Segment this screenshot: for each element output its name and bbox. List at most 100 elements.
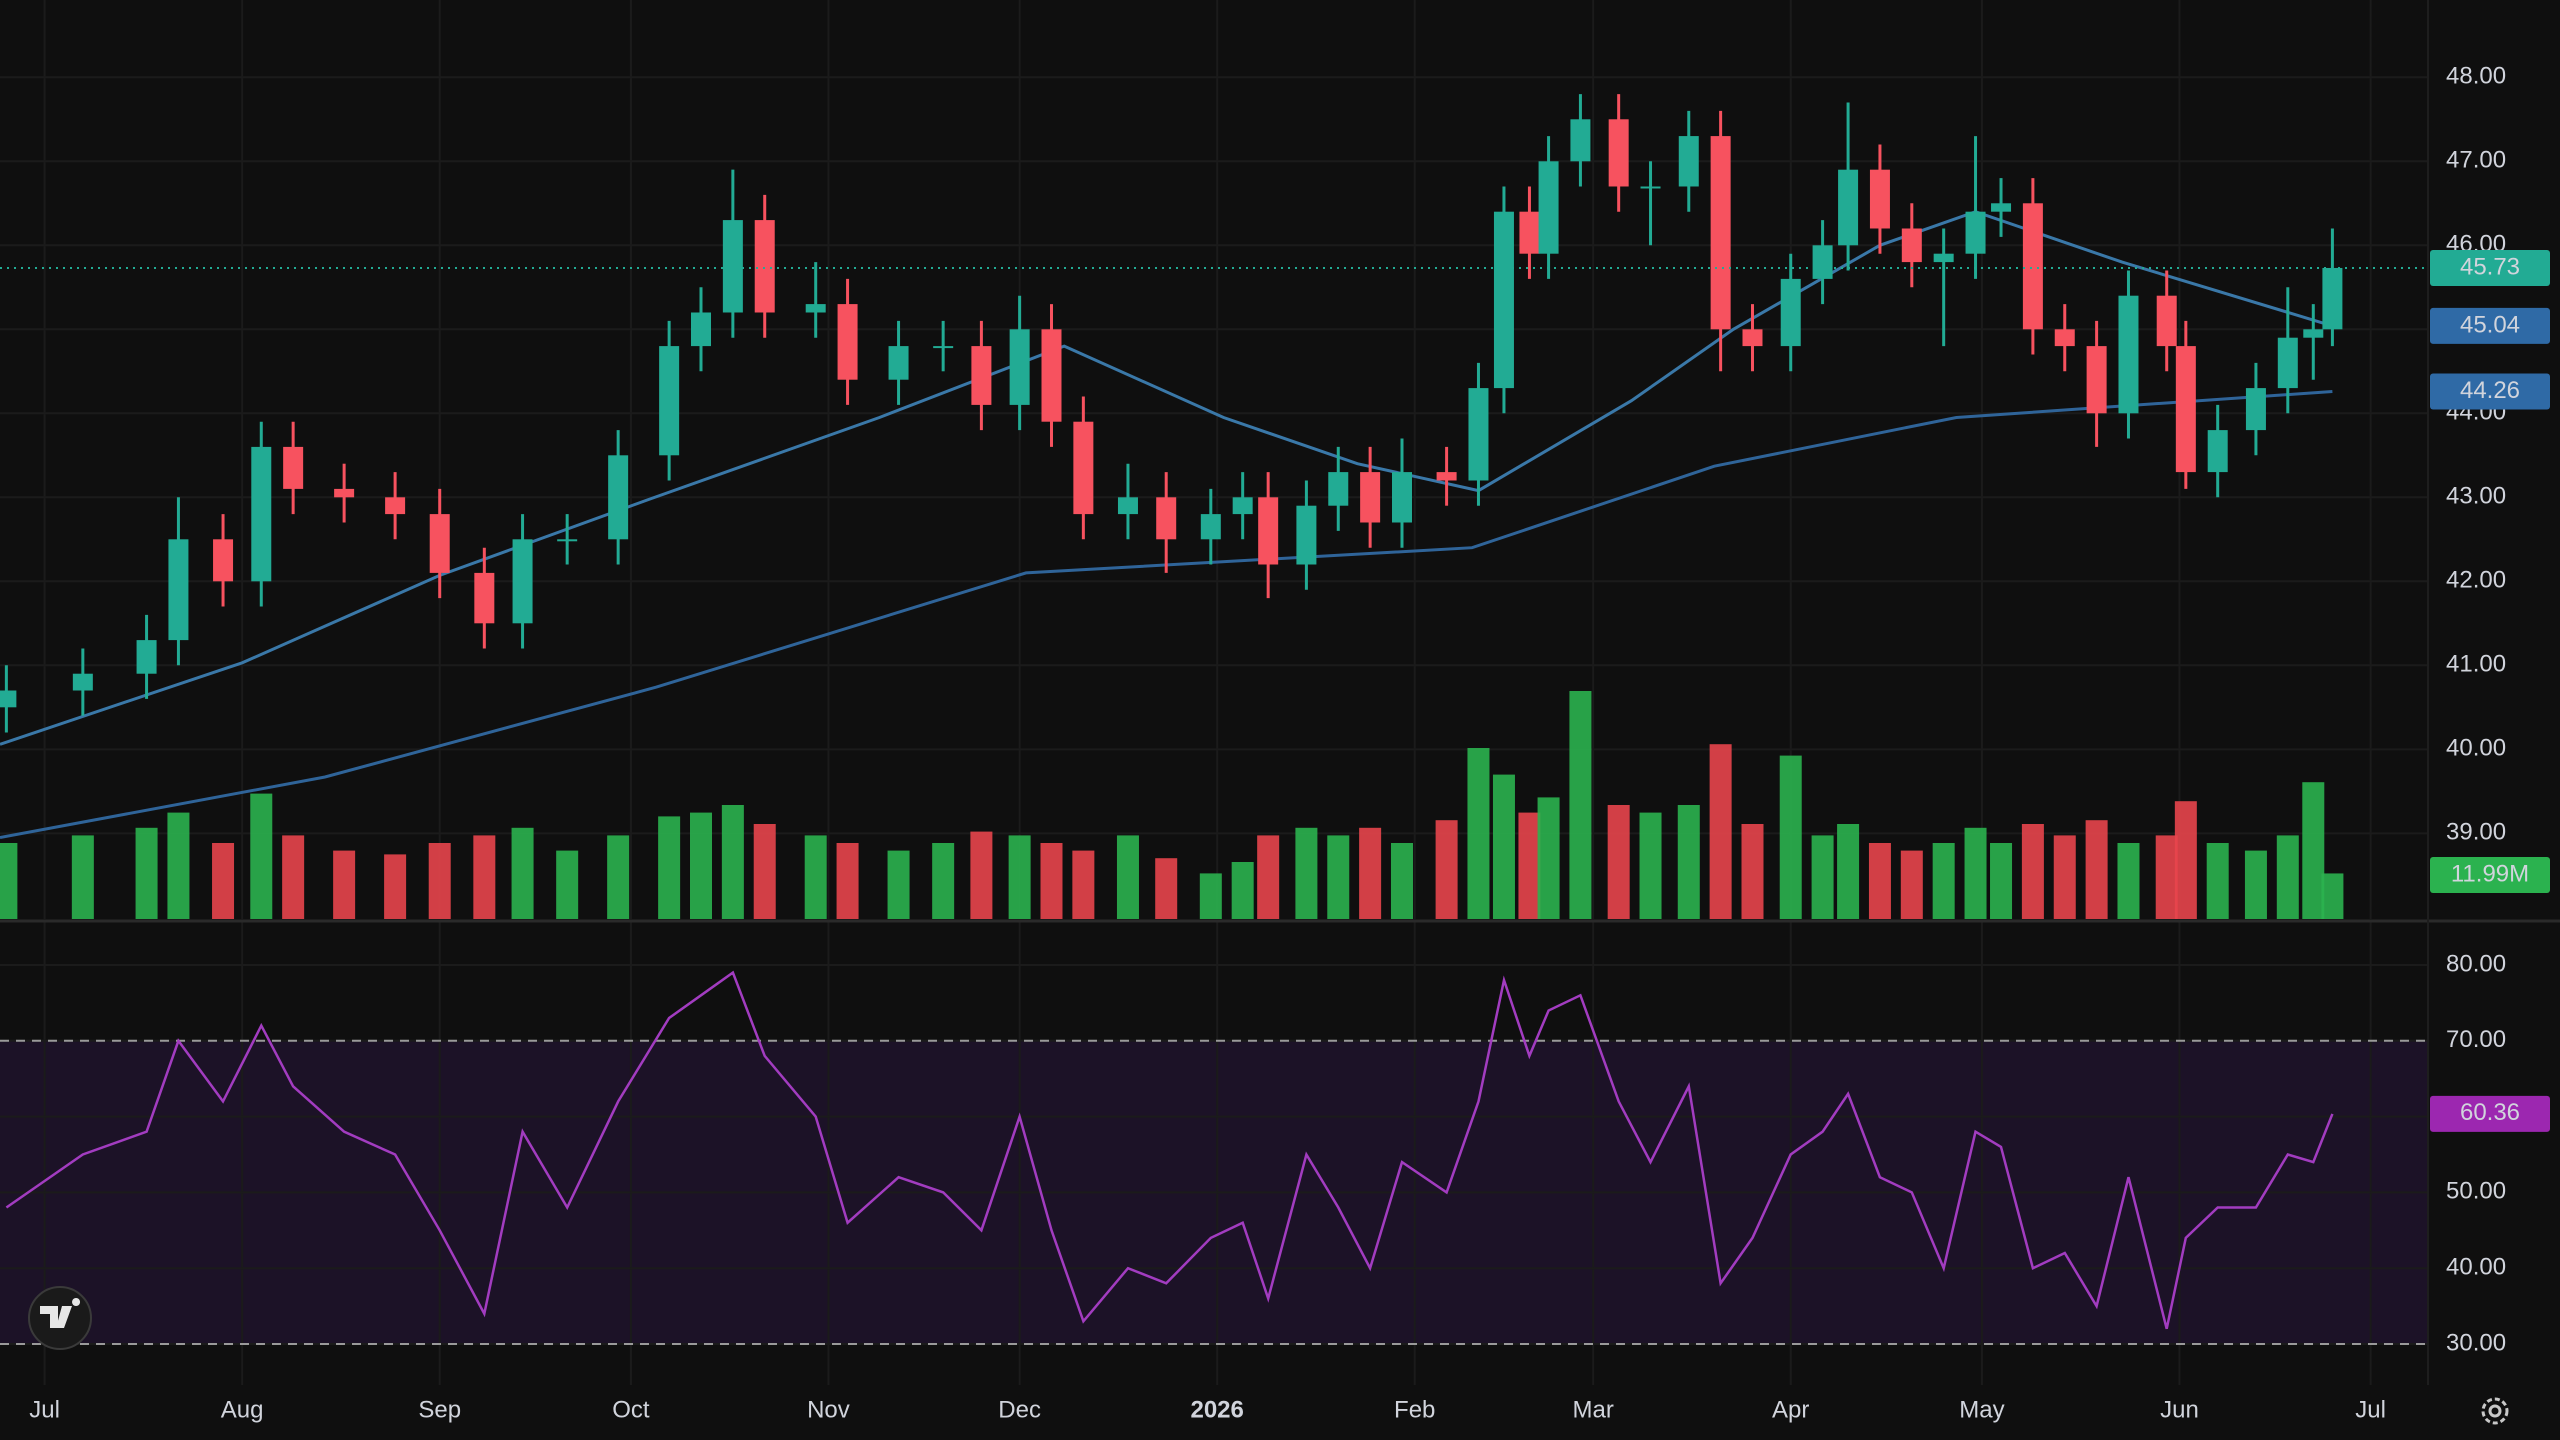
candle-body [2245,388,2266,431]
moving-average-line [0,390,2333,839]
candle-body [971,346,992,405]
volume-bar [2155,835,2178,919]
volume-bar [1390,843,1413,919]
volume-bar [753,824,776,919]
candle-body [1328,472,1349,506]
candle-body [1991,203,2012,212]
volume-bar [1932,843,1955,919]
volume-bar [1040,843,1063,919]
volume-bar [1569,691,1592,919]
volume-bar [2085,820,2108,919]
candle-body [1296,505,1317,565]
y-tick-label: 40.00 [2446,735,2506,762]
moving-average-tag-bg [2430,373,2550,410]
candle-body [557,539,578,542]
candle-body [283,446,304,489]
candle-body [690,312,711,347]
volume-bar [2053,835,2076,919]
x-tick-label: Apr [1772,1396,1809,1423]
volume-bar [384,854,407,919]
candle-body [429,514,450,573]
candle-body [1838,169,1859,246]
candle-body [1009,329,1030,405]
candle-body [1232,497,1253,515]
volume-bar [1900,850,1923,919]
volume-bar [135,827,158,919]
volume-bar [1709,744,1732,919]
volume-bar [721,805,744,919]
rsi-tick-label: 80.00 [2446,950,2506,977]
tradingview-logo[interactable] [28,1286,92,1350]
volume-bar [1607,805,1630,919]
candle-body [385,497,406,515]
volume-bar [1008,835,1031,919]
rsi-tick-label: 40.00 [2446,1254,2506,1281]
moving-average-tag-bg [2430,307,2550,344]
volume-bar [333,850,356,919]
volume-bar [804,835,827,919]
volume-bar [1964,827,1987,919]
candle-body [1258,497,1279,565]
volume-bar [2321,873,2344,919]
x-tick-label: Sep [418,1396,461,1423]
volume-bar [1467,748,1490,919]
candle-body [1869,169,1890,229]
volume-bar [1155,858,1178,919]
candle-body [1678,136,1699,187]
candle-body [0,690,17,708]
candle-body [213,539,234,582]
x-tick-label: Jul [2355,1396,2386,1423]
x-tick-label: Nov [807,1396,850,1423]
candle-body [2303,329,2324,338]
candle-body [837,304,858,380]
x-tick-label: Jun [2160,1396,2199,1423]
volume-bar [932,843,955,919]
volume-bar [1677,805,1700,919]
candle-body [722,220,743,313]
volume-bar [1359,827,1382,919]
y-tick-label: 43.00 [2446,483,2506,510]
axis-layer: Jul Aug Sep Oct Nov Dec 2026 Feb Mar Apr May Jun Jul… [29,63,2550,1423]
volume-bar [1072,850,1095,919]
candle-body [2054,329,2075,347]
candle-body [933,346,954,349]
candle-body [1710,136,1731,330]
volume-bar [2206,843,2229,919]
candle-body [1901,228,1922,263]
candle-body [1519,211,1540,254]
volume-tag: 11.99M [2451,860,2529,887]
volume-bar [511,827,534,919]
candle-body [1436,472,1457,481]
candle-body [608,455,629,540]
volume-bar [2302,782,2325,919]
candle-body [1156,497,1177,540]
volume-bar [473,835,496,919]
candle-body [1073,421,1094,515]
moving-average-tag: 45.04 [2460,311,2520,338]
candle-body [659,346,680,456]
last-price-tag: 45.73 [2460,253,2520,280]
rsi-tick-label: 30.00 [2446,1329,2506,1356]
x-tick-label: Oct [612,1396,650,1423]
candle-body [1780,278,1801,347]
volume-bar [2117,843,2140,919]
gear-outer[interactable] [2481,1397,2509,1425]
gear-inner[interactable] [2488,1404,2502,1418]
x-tick-label: May [1959,1396,2004,1423]
volume-bar [2021,824,2044,919]
moving-average-tag: 44.26 [2460,377,2520,404]
settings-icon[interactable] [2481,1397,2509,1425]
candle-body [1608,119,1629,187]
rsi-line [5,970,2334,1330]
x-tick-label: Mar [1573,1396,1614,1423]
volume-bar [556,850,579,919]
candle-body [2322,267,2343,330]
volume-bar [887,850,910,919]
candle-body [754,220,775,313]
moving-average-line [0,210,2333,746]
x-tick-label: Aug [221,1396,264,1423]
rsi-tick-label: 50.00 [2446,1178,2506,1205]
logo-mark[interactable] [40,1298,81,1328]
volume-bar [2244,850,2267,919]
volume-bar [1837,824,1860,919]
